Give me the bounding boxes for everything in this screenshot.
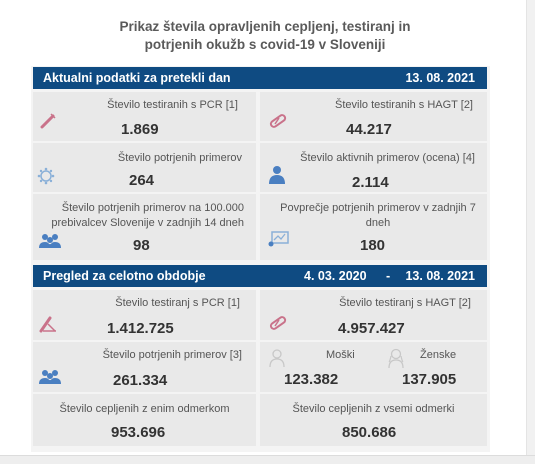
- overall-gender-card: Moški 123.382 Ženske 137.905: [260, 342, 487, 392]
- overall-male-value: 123.382: [284, 371, 339, 388]
- overall-confirmed-value: 261.334: [113, 372, 168, 389]
- overall-header-dash: -: [386, 269, 391, 283]
- overall-vacc1-value: 953.696: [111, 424, 166, 441]
- daily-pcr-value: 1.869: [121, 121, 159, 138]
- virus-icon: [37, 167, 55, 185]
- overall-header-title: Pregled za celotno obdobje: [43, 269, 206, 283]
- overall-header-end-date: 13. 08. 2021: [405, 269, 475, 283]
- group-icon: [39, 234, 61, 248]
- daily-hagt-label: Število testiranih s HAGT [2]: [335, 99, 473, 111]
- daily-confirmed-label: Število potrjenih primerov: [117, 152, 242, 164]
- overall-female-value: 137.905: [402, 371, 457, 388]
- daily-avg7-label: Povprečje potrjenih primerov v zadnjih 7…: [280, 201, 476, 231]
- daily-avg7-label-line1: Povprečje potrjenih primerov v zadnjih 7: [280, 202, 476, 214]
- overall-vacc-all-card: Število cepljenih z vsemi odmerki 850.68…: [260, 394, 487, 446]
- daily-avg7-label-line2: dneh: [365, 217, 391, 229]
- overall-hagt-value: 4.957.427: [338, 320, 405, 337]
- person-icon: [269, 166, 285, 184]
- title-line-2: potrjenih okužb s covid-19 v Sloveniji: [144, 37, 386, 52]
- daily-avg7-value: 180: [360, 237, 386, 254]
- title-line-1: Prikaz števila opravljenih cepljenj, tes…: [119, 19, 411, 34]
- daily-pcr-label: Število testiranih s PCR [1]: [107, 99, 238, 111]
- test-tube-icon: [40, 113, 56, 129]
- daily-active-value: 2.114: [352, 174, 389, 191]
- daily-header-date: 13. 08. 2021: [405, 71, 475, 85]
- overall-hagt-label: Število testiranj s HAGT [2]: [339, 297, 471, 309]
- horizontal-scrollbar[interactable]: [0, 455, 535, 464]
- daily-confirmed-value: 264: [129, 172, 155, 189]
- daily-hagt-value: 44.217: [346, 121, 392, 138]
- overall-female-label: Ženske: [420, 349, 457, 361]
- daily-section-header: Aktualni podatki za pretekli dan 13. 08.…: [33, 67, 487, 89]
- test-tube-icon: [39, 316, 56, 333]
- male-outline-icon: [269, 349, 285, 368]
- vertical-scrollbar[interactable]: [526, 0, 535, 464]
- rapid-test-icon: [269, 114, 287, 128]
- daily-header-title: Aktualni podatki za pretekli dan: [43, 71, 231, 85]
- overall-section-header: Pregled za celotno obdobje 4. 03. 2020 -…: [33, 265, 487, 287]
- daily-per100k-label-line1: Število potrjenih primerov na 100.000: [61, 202, 244, 214]
- daily-per100k-card: Število potrjenih primerov na 100.000 pr…: [33, 194, 256, 260]
- overall-pcr-label: Število testiranj s PCR [1]: [115, 297, 240, 309]
- daily-per100k-label: Število potrjenih primerov na 100.000 pr…: [51, 201, 244, 231]
- female-outline-icon: [388, 348, 404, 369]
- rapid-test-icon: [269, 316, 287, 330]
- page-title: Prikaz števila opravljenih cepljenj, tes…: [30, 18, 500, 54]
- daily-active-label: Število aktivnih primerov (ocena) [4]: [300, 152, 475, 164]
- monitor-chart-icon: [268, 231, 289, 247]
- daily-per100k-value: 98: [133, 237, 150, 254]
- daily-pcr-card: Število testiranih s PCR [1] 1.869: [33, 92, 256, 141]
- daily-hagt-card: Število testiranih s HAGT [2] 44.217: [260, 92, 487, 141]
- overall-pcr-card: Število testiranj s PCR [1] 1.412.725: [33, 290, 256, 340]
- overall-vacc-all-value: 850.686: [342, 424, 397, 441]
- daily-per100k-label-line2: prebivalcev Slovenije v zadnjih 14 dneh: [51, 217, 244, 229]
- overall-vacc1-card: Število cepljenih z enim odmerkom 953.69…: [33, 394, 256, 446]
- daily-confirmed-card: Število potrjenih primerov 264: [33, 143, 256, 192]
- overall-confirmed-label: Število potrjenih primerov [3]: [102, 349, 242, 361]
- daily-avg7-card: Povprečje potrjenih primerov v zadnjih 7…: [260, 194, 487, 260]
- daily-active-card: Število aktivnih primerov (ocena) [4] 2.…: [260, 143, 487, 192]
- overall-vacc1-label: Število cepljenih z enim odmerkom: [59, 403, 230, 415]
- overall-hagt-card: Število testiranj s HAGT [2] 4.957.427: [260, 290, 487, 340]
- overall-header-start-date: 4. 03. 2020: [304, 269, 367, 283]
- overall-vacc-all-label: Število cepljenih z vsemi odmerki: [292, 403, 455, 415]
- overall-pcr-value: 1.412.725: [107, 320, 174, 337]
- group-icon: [39, 370, 61, 384]
- overall-male-label: Moški: [326, 349, 355, 361]
- overall-confirmed-card: Število potrjenih primerov [3] 261.334: [33, 342, 256, 392]
